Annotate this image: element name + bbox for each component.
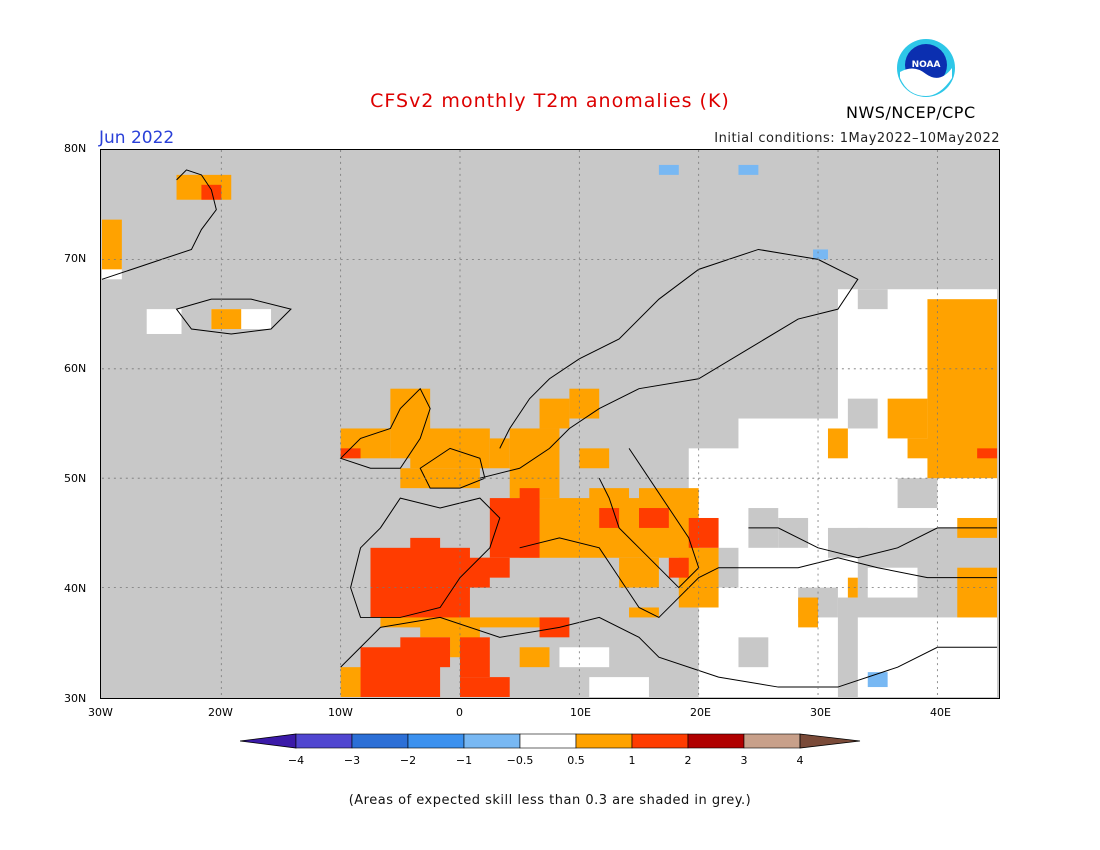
y-tick-label: 50N [64, 472, 87, 485]
chart-title: CFSv2 monthly T2m anomalies (K) [370, 90, 730, 112]
anomaly-map [100, 149, 1000, 699]
initial-conditions: Initial conditions: 1May2022–10May2022 [714, 131, 1000, 146]
legend-tick: −2 [400, 754, 416, 767]
legend-arrow-right [799, 733, 861, 749]
legend-tick: 4 [797, 754, 804, 767]
coastlines [101, 169, 998, 688]
legend-swatch [575, 733, 633, 749]
y-tick-label: 60N [64, 362, 87, 375]
graticule [101, 150, 998, 697]
legend-swatch [631, 733, 689, 749]
y-tick-label: 30N [64, 692, 87, 705]
y-tick-label: 40N [64, 582, 87, 595]
x-tick-label: 20E [690, 706, 711, 719]
color-legend: −4 −3 −2 −1 −0.5 0.5 1 2 3 4 [240, 733, 861, 767]
legend-tick: −1 [456, 754, 472, 767]
legend-swatch [351, 733, 409, 749]
x-tick-label: 10E [570, 706, 591, 719]
y-tick-label: 70N [64, 252, 87, 265]
x-tick-label: 20W [208, 706, 233, 719]
legend-tick: 0.5 [567, 754, 585, 767]
x-tick-label: 10W [328, 706, 353, 719]
noaa-logo-text: NOAA [912, 60, 941, 70]
legend-swatch [519, 733, 577, 749]
legend-swatch [687, 733, 745, 749]
x-tick-label: 40E [930, 706, 951, 719]
legend-swatch [407, 733, 465, 749]
legend-tick: 3 [741, 754, 748, 767]
y-tick-label: 80N [64, 142, 87, 155]
legend-arrow-left [240, 733, 297, 749]
legend-tick: −3 [344, 754, 360, 767]
legend-tick: 2 [685, 754, 692, 767]
x-tick-label: 0 [456, 706, 463, 719]
legend-swatch [295, 733, 353, 749]
forecast-month: Jun 2022 [99, 128, 175, 148]
x-tick-label: 30W [88, 706, 113, 719]
legend-swatch [463, 733, 521, 749]
legend-swatch [743, 733, 801, 749]
map-canvas [101, 150, 998, 697]
legend-tick: −0.5 [507, 754, 534, 767]
skill-note: (Areas of expected skill less than 0.3 a… [348, 793, 752, 808]
noaa-logo: NOAA [897, 39, 955, 97]
agency-label: NWS/NCEP/CPC [846, 103, 976, 122]
anomaly-red [201, 184, 998, 697]
legend-tick: −4 [288, 754, 304, 767]
legend-tick: 1 [629, 754, 636, 767]
x-tick-label: 30E [810, 706, 831, 719]
